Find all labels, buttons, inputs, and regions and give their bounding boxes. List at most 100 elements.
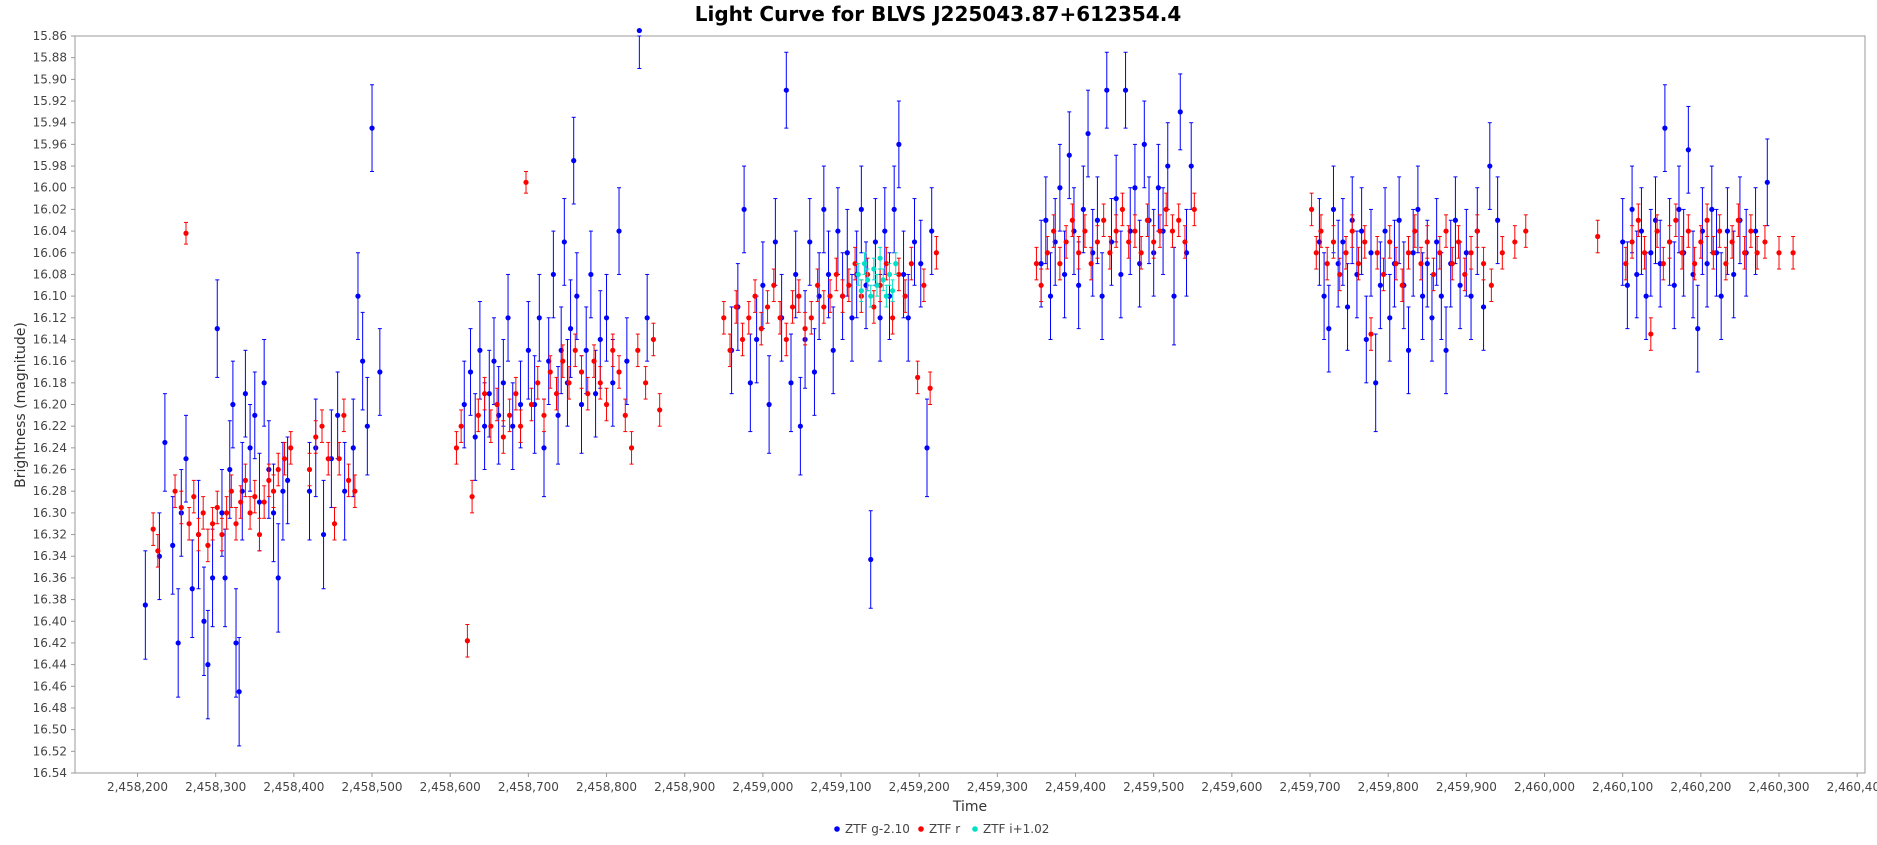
data-point [603, 401, 610, 408]
data-point [844, 250, 850, 256]
data-point [1057, 261, 1063, 267]
data-point [1330, 239, 1337, 245]
data-point [1468, 250, 1474, 256]
data-point [1648, 250, 1654, 256]
data-point [657, 407, 663, 413]
data-point [1480, 304, 1487, 310]
data-point [830, 347, 836, 353]
y-tick-label: 16.04 [33, 224, 67, 238]
data-point [1144, 217, 1151, 223]
data-point [1638, 228, 1645, 234]
data-point [1474, 228, 1480, 234]
data-point [900, 271, 907, 278]
data-point [588, 271, 594, 278]
data-point [868, 293, 874, 299]
data-point [475, 412, 481, 418]
data-point [1424, 239, 1430, 245]
data-point [325, 456, 331, 462]
data-point [219, 531, 225, 538]
data-point [1176, 217, 1182, 223]
data-point [1085, 130, 1091, 137]
data-point [205, 662, 211, 668]
data-point [222, 575, 228, 581]
data-point [1480, 261, 1487, 267]
data-point [766, 401, 772, 408]
data-point [458, 423, 464, 429]
y-tick-label: 15.88 [33, 51, 67, 65]
data-point [747, 380, 753, 386]
x-tick-label: 2,458,500 [341, 780, 402, 794]
x-tick-label: 2,458,600 [420, 780, 481, 794]
data-point [336, 456, 342, 462]
data-point [1698, 239, 1704, 245]
data-point [807, 239, 813, 245]
data-point [872, 239, 879, 245]
data-point [1313, 250, 1319, 256]
data-point [1452, 217, 1459, 223]
data-point [1377, 282, 1383, 288]
data-point [871, 266, 877, 272]
legend-label: ZTF r [929, 822, 960, 836]
data-point [536, 315, 542, 321]
data-point [1731, 271, 1737, 278]
data-point [1088, 261, 1094, 267]
data-point [1748, 228, 1754, 234]
y-axis-label: Brightness (magnitude) [13, 322, 29, 488]
data-point [270, 510, 277, 516]
data-point [256, 531, 263, 538]
data-point [1488, 282, 1494, 288]
data-point [488, 423, 494, 429]
data-point [597, 380, 603, 386]
data-point [1424, 261, 1430, 267]
data-point [467, 369, 474, 375]
data-point [1671, 282, 1677, 288]
data-point [880, 277, 886, 283]
data-point [345, 477, 352, 483]
data-point [550, 271, 556, 278]
data-point [1069, 217, 1075, 223]
data-point [1177, 109, 1183, 115]
data-point [233, 640, 239, 646]
data-point [1790, 250, 1796, 256]
y-tick-label: 15.98 [33, 159, 67, 173]
data-point [1429, 315, 1435, 321]
y-tick-label: 16.02 [33, 202, 67, 216]
data-point [183, 230, 189, 236]
data-point [242, 477, 249, 483]
data-point [1343, 250, 1349, 256]
data-point [1063, 239, 1069, 245]
data-point [247, 510, 253, 516]
data-point [172, 488, 178, 494]
y-tick-label: 16.16 [33, 354, 67, 368]
x-tick-label: 2,460,300 [1748, 780, 1809, 794]
data-point [1094, 239, 1101, 245]
data-point [352, 488, 358, 494]
data-point [896, 271, 902, 278]
data-point [1673, 217, 1679, 223]
data-point [377, 369, 383, 375]
x-tick-label: 2,460,100 [1592, 780, 1653, 794]
data-point [597, 336, 603, 343]
data-point [1443, 228, 1449, 234]
data-point [209, 521, 216, 527]
data-point [585, 391, 591, 397]
data-point [1138, 250, 1144, 256]
data-point [1080, 206, 1086, 213]
data-point [1723, 261, 1729, 267]
data-point [855, 271, 861, 278]
data-point [929, 228, 935, 234]
data-point [1344, 304, 1351, 310]
data-point [788, 380, 794, 386]
data-point [752, 293, 758, 299]
data-point [1405, 250, 1412, 256]
data-point [1449, 261, 1455, 267]
x-tick-label: 2,459,400 [1045, 780, 1106, 794]
data-point [500, 434, 506, 440]
data-point [797, 423, 803, 429]
data-point [636, 27, 642, 34]
data-point [201, 618, 207, 624]
data-point [1393, 261, 1399, 267]
series-1 [150, 170, 1796, 658]
data-point [1438, 293, 1444, 299]
data-point [796, 293, 802, 299]
